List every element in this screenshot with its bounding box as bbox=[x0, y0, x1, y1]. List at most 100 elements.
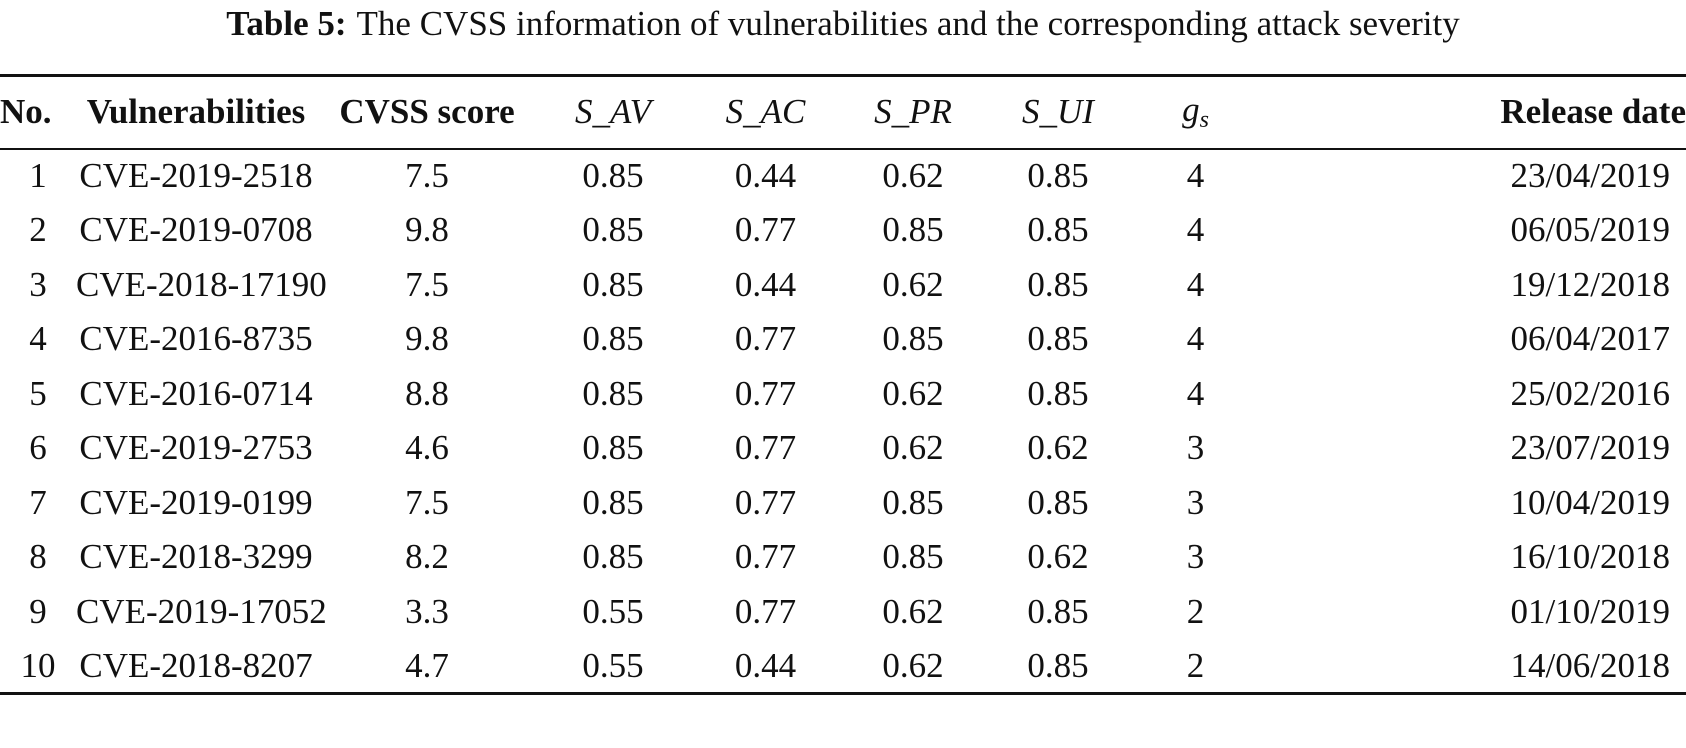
table-header-row: No. Vulnerabilities CVSS score S_AV S_AC… bbox=[0, 74, 1686, 150]
cell-cve: CVE-2019-17052 bbox=[76, 591, 327, 631]
cell-cvss-score: 4.7 bbox=[316, 639, 538, 695]
cell-gs: 4 bbox=[1186, 156, 1205, 196]
table-row: 1 CVE-2019-2518 7.5 0.85 0.44 0.62 0.85 … bbox=[0, 149, 1686, 204]
cell-no: 9 bbox=[29, 591, 47, 631]
cell-gs: 4 bbox=[1186, 210, 1205, 250]
cell-s-ui: 0.85 bbox=[983, 639, 1133, 695]
table-row: 10 CVE-2018-8207 4.7 0.55 0.44 0.62 0.85… bbox=[0, 639, 1686, 695]
header-s-pr: S_PR bbox=[843, 74, 983, 150]
cell-no: 8 bbox=[29, 537, 47, 577]
cell-release-date: 10/04/2019 bbox=[1510, 482, 1670, 522]
cell-cvss-score: 7.5 bbox=[405, 156, 449, 196]
cell-s-ui: 0.62 bbox=[1027, 537, 1089, 577]
cell-s-ui: 0.85 bbox=[1027, 482, 1089, 522]
vulnerability-table: No. Vulnerabilities CVSS score S_AV S_AC… bbox=[0, 74, 1686, 695]
cell-s-av: 0.85 bbox=[582, 156, 644, 196]
header-gs-subscript: s bbox=[1199, 107, 1209, 134]
cell-release-date: 16/10/2018 bbox=[1510, 537, 1670, 577]
cell-s-ui: 0.85 bbox=[1027, 319, 1089, 359]
cell-s-ui: 0.85 bbox=[1027, 264, 1089, 304]
cell-s-av: 0.85 bbox=[582, 482, 644, 522]
table-row: 6 CVE-2019-2753 4.6 0.85 0.77 0.62 0.62 … bbox=[0, 421, 1686, 476]
cell-s-ac: 0.77 bbox=[734, 210, 797, 250]
cell-release-date: 23/04/2019 bbox=[1510, 156, 1670, 196]
cell-release-date: 14/06/2018 bbox=[1258, 639, 1686, 695]
cell-gs: 3 bbox=[1186, 482, 1205, 522]
cell-s-av: 0.55 bbox=[538, 639, 688, 695]
cell-s-av: 0.85 bbox=[582, 210, 644, 250]
header-s-ui: S_UI bbox=[983, 74, 1133, 150]
cell-release-date: 25/02/2016 bbox=[1510, 373, 1670, 413]
cell-s-av: 0.85 bbox=[582, 264, 644, 304]
cell-no: 1 bbox=[29, 156, 47, 196]
cell-no: 6 bbox=[29, 428, 47, 468]
cell-release-date: 23/07/2019 bbox=[1510, 428, 1670, 468]
cell-no: 7 bbox=[29, 482, 47, 522]
cell-s-pr: 0.62 bbox=[882, 428, 944, 468]
cell-s-ui: 0.85 bbox=[1027, 210, 1089, 250]
cell-s-ui: 0.85 bbox=[1027, 156, 1089, 196]
cell-cve: CVE-2019-2518 bbox=[79, 156, 313, 196]
cell-cve: CVE-2016-0714 bbox=[79, 373, 313, 413]
cell-no: 2 bbox=[29, 210, 47, 250]
header-no: No. bbox=[0, 74, 76, 150]
cell-cve: CVE-2018-17190 bbox=[76, 264, 327, 304]
cell-release-date: 06/04/2017 bbox=[1510, 319, 1670, 359]
header-cvss-score: CVSS score bbox=[316, 74, 538, 150]
table-caption: Table 5: The CVSS information of vulnerab… bbox=[0, 2, 1686, 46]
cell-no: 5 bbox=[29, 373, 47, 413]
cell-s-ac: 0.44 bbox=[734, 264, 797, 304]
table-row: 4 CVE-2016-8735 9.8 0.85 0.77 0.85 0.85 … bbox=[0, 312, 1686, 367]
cell-release-date: 19/12/2018 bbox=[1510, 264, 1670, 304]
cell-gs: 2 bbox=[1133, 639, 1258, 695]
cell-s-pr: 0.85 bbox=[882, 210, 944, 250]
cell-cvss-score: 3.3 bbox=[405, 591, 449, 631]
table-row: 7 CVE-2019-0199 7.5 0.85 0.77 0.85 0.85 … bbox=[0, 476, 1686, 531]
table-row: 5 CVE-2016-0714 8.8 0.85 0.77 0.62 0.85 … bbox=[0, 367, 1686, 422]
table-caption-text: The CVSS information of vulnerabilities … bbox=[356, 4, 1460, 43]
cell-s-ac: 0.77 bbox=[734, 482, 797, 522]
cell-cve: CVE-2019-2753 bbox=[79, 428, 313, 468]
cell-s-ac: 0.44 bbox=[734, 156, 797, 196]
cell-s-pr: 0.62 bbox=[843, 639, 983, 695]
header-release-date: Release date bbox=[1258, 74, 1686, 150]
header-s-av: S_AV bbox=[538, 74, 688, 150]
cell-s-ui: 0.85 bbox=[1027, 373, 1089, 413]
cell-cve: CVE-2019-0199 bbox=[79, 482, 313, 522]
cell-s-pr: 0.62 bbox=[882, 264, 944, 304]
cell-s-ui: 0.62 bbox=[1027, 428, 1089, 468]
cell-s-pr: 0.62 bbox=[882, 156, 944, 196]
cell-s-pr: 0.85 bbox=[882, 482, 944, 522]
cell-s-ac: 0.77 bbox=[734, 373, 797, 413]
cell-cvss-score: 7.5 bbox=[405, 482, 449, 522]
cell-cvss-score: 8.2 bbox=[405, 537, 449, 577]
cell-gs: 4 bbox=[1186, 264, 1205, 304]
cell-gs: 3 bbox=[1186, 537, 1205, 577]
cell-gs: 4 bbox=[1186, 373, 1205, 413]
cell-release-date: 06/05/2019 bbox=[1510, 210, 1670, 250]
cell-s-pr: 0.85 bbox=[882, 319, 944, 359]
cell-no: 10 bbox=[0, 639, 76, 695]
cell-gs: 2 bbox=[1186, 591, 1205, 631]
cell-s-av: 0.85 bbox=[582, 428, 644, 468]
header-s-ac: S_AC bbox=[688, 74, 843, 150]
table-row: 9 CVE-2019-17052 3.3 0.55 0.77 0.62 0.85… bbox=[0, 585, 1686, 640]
cell-cve: CVE-2018-8207 bbox=[76, 639, 316, 695]
cell-s-av: 0.85 bbox=[582, 319, 644, 359]
cell-no: 3 bbox=[29, 264, 47, 304]
cell-s-av: 0.85 bbox=[582, 373, 644, 413]
cell-cvss-score: 4.6 bbox=[405, 428, 449, 468]
header-gs-base: g bbox=[1182, 90, 1200, 130]
table-row: 8 CVE-2018-3299 8.2 0.85 0.77 0.85 0.62 … bbox=[0, 530, 1686, 585]
cell-cvss-score: 9.8 bbox=[405, 210, 449, 250]
table-row: 2 CVE-2019-0708 9.8 0.85 0.77 0.85 0.85 … bbox=[0, 203, 1686, 258]
cell-s-pr: 0.85 bbox=[882, 537, 944, 577]
cell-s-pr: 0.62 bbox=[882, 591, 944, 631]
cell-cve: CVE-2019-0708 bbox=[79, 210, 313, 250]
cell-s-ac: 0.77 bbox=[734, 319, 797, 359]
cell-cve: CVE-2018-3299 bbox=[79, 537, 313, 577]
header-gs: gs bbox=[1133, 74, 1258, 150]
cell-cvss-score: 9.8 bbox=[405, 319, 449, 359]
cell-s-ac: 0.77 bbox=[734, 537, 797, 577]
